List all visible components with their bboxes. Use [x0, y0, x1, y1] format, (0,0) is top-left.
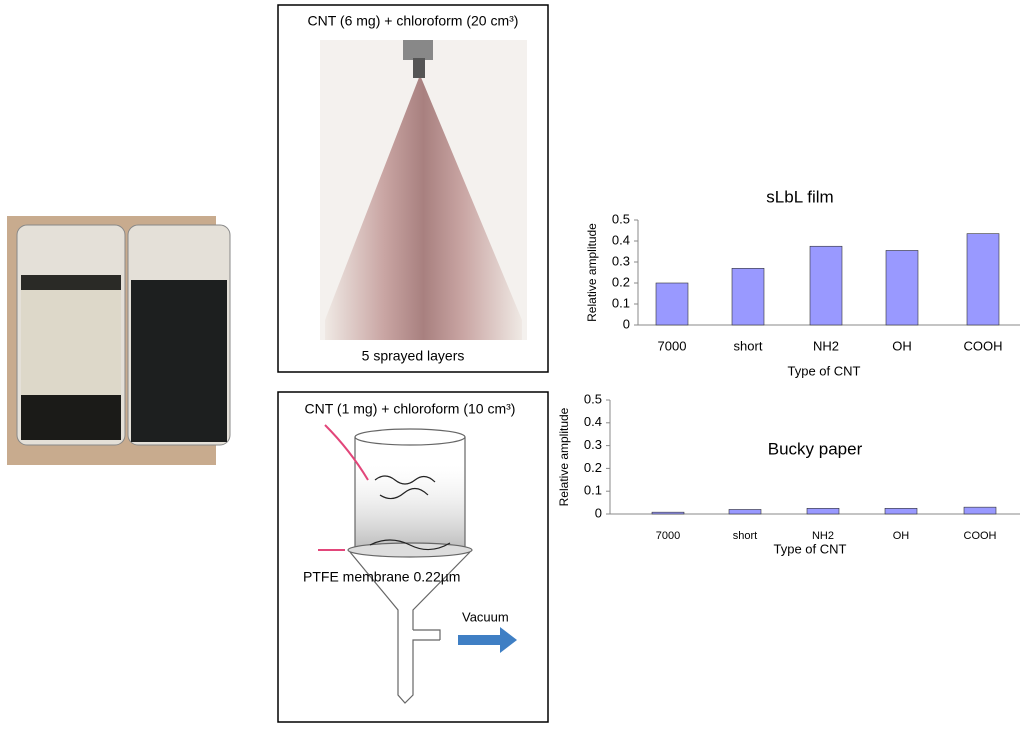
bar: [884, 507, 918, 515]
y-tick-label: 0.1: [584, 483, 602, 498]
y-tick-label: 0.3: [584, 437, 602, 452]
chart-title: sLbL film: [766, 187, 833, 206]
y-tick-label: 0.4: [584, 414, 602, 429]
charts: 0 0.1 0.2 0.3 0.4 0.5 7000 short NH2 OH COOH sLbL f…: [557, 187, 1020, 556]
y-tick-label: 0.4: [612, 232, 630, 247]
x-tick-label: NH2: [813, 338, 839, 353]
x-tick-label: 7000: [658, 338, 687, 353]
spray-label: CNT (6 mg) + chloroform (20 cm³): [308, 13, 519, 29]
bar: [728, 509, 762, 515]
filter-label: CNT (1 mg) + chloroform (10 cm³): [305, 401, 516, 417]
x-axis-label: Type of CNT: [788, 363, 861, 378]
x-tick-label: OH: [892, 338, 912, 353]
membrane-label: PTFE membrane 0.22µm: [303, 569, 460, 585]
vacuum-label: Vacuum: [462, 609, 509, 624]
y-axis-label: Relative amplitude: [557, 407, 571, 506]
nozzle-tip: [413, 58, 425, 78]
y-tick-label: 0: [595, 505, 602, 520]
chart-title: Bucky paper: [768, 439, 863, 458]
vacuum-arrow: [458, 627, 517, 653]
x-tick-label: COOH: [964, 530, 997, 542]
x-tick-label: NH2: [812, 530, 834, 542]
nozzle: [403, 40, 433, 60]
spray-caption: 5 sprayed layers: [362, 348, 465, 364]
pointer-arrow: [324, 424, 369, 481]
bar: [966, 233, 1000, 326]
bar: [809, 245, 843, 326]
vial-photo: [7, 216, 231, 465]
funnel: [347, 428, 473, 704]
bar: [655, 282, 689, 326]
x-axis-label: Type of CNT: [774, 541, 847, 556]
y-axis-label: Relative amplitude: [585, 223, 599, 322]
bar: [651, 511, 685, 515]
x-tick-label: COOH: [964, 338, 1003, 353]
spray-cone: [325, 75, 522, 340]
x-tick-label: short: [733, 530, 757, 542]
bar: [885, 250, 919, 326]
x-tick-label: 7000: [656, 530, 680, 542]
y-tick-label: 0.1: [612, 295, 630, 310]
y-tick-label: 0: [623, 316, 630, 331]
y-tick-label: 0.2: [612, 274, 630, 289]
bar: [806, 507, 840, 515]
y-tick-label: 0.5: [612, 211, 630, 226]
x-tick-label: short: [734, 338, 763, 353]
bar: [963, 506, 997, 515]
bar: [731, 267, 765, 326]
x-tick-label: OH: [893, 530, 910, 542]
y-tick-label: 0.3: [612, 253, 630, 268]
y-tick-label: 0.2: [584, 460, 602, 475]
y-tick-label: 0.5: [584, 391, 602, 406]
